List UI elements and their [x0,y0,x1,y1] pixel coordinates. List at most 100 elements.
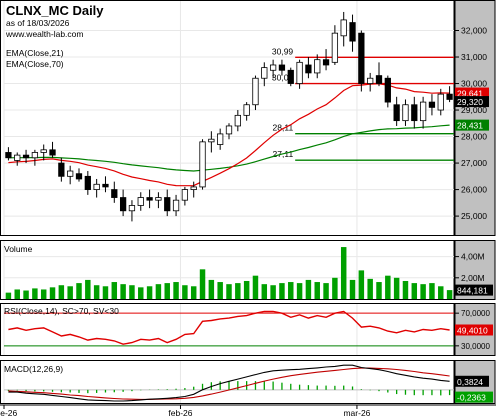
candle-body [128,205,136,212]
volume-bar [323,283,329,299]
candle-body [93,183,100,190]
ema21-legend-label: EMA(Close,21) [6,48,64,58]
candle-body [411,104,418,122]
candle-body [261,67,268,79]
volume-bar [138,287,144,299]
rsi-tick-label: 30,0000 [461,342,490,351]
price-tick-label: 26,000 [461,185,487,195]
candle-body [234,114,241,127]
volume-bar [367,278,373,299]
volume-tick-label: 4,00M [461,252,485,262]
volume-bar [5,292,12,299]
price-pane [0,0,455,236]
candle-body [375,75,383,84]
candle-body [428,101,436,108]
candle-body [31,152,39,159]
candle-body [437,93,444,111]
rsi-last-tag [455,324,493,336]
volume-title: Volume [4,244,33,254]
candle-body [367,77,374,84]
candle-body [199,141,206,188]
volume-bar [226,284,232,299]
volume-bar [296,283,303,299]
as-of-date: as of 18/03/2026 [6,18,70,28]
level-label: 30,00 [272,73,294,83]
volume-bar [411,283,418,299]
candle-body [190,186,197,190]
candle-body [164,197,171,212]
candle-body [49,149,56,156]
candle-body [217,133,224,145]
candle-body [75,173,83,180]
chart-title: CLNX_MC Daily [6,3,104,18]
volume-bar [129,285,135,299]
candle-body [5,152,12,159]
volume-bar [402,280,409,299]
volume-bar [235,283,241,299]
volume-bar [385,275,391,299]
volume-bar [67,286,73,299]
candle-body [269,64,277,71]
volume-bar [32,288,38,299]
candle-body [331,32,339,63]
volume-bar [420,284,426,299]
volume-bar [376,282,382,299]
candle-body [340,19,347,37]
candle-body [67,170,74,177]
last-value-label: 29,641 [457,89,483,99]
candle-body [225,125,233,135]
candle-body [252,77,259,106]
volume-bar [76,283,82,299]
candle-body [296,61,303,84]
volume-bar [155,284,162,299]
volume-bar [438,286,444,299]
rsi-title: RSI(Close,14), SC>70, SV<30 [4,306,119,316]
volume-bar [164,283,170,299]
volume-tick-label: 2,00M [461,273,485,283]
candle-body [446,93,453,100]
volume-bar [182,285,188,299]
macd-title: MACD(12,26,9) [4,364,63,374]
volume-bar [288,282,294,299]
price-tick-label: 27,000 [461,158,487,168]
candle-body [305,64,312,74]
date-tick-label: ene-26 [0,408,18,418]
candle-body [208,138,215,143]
rsi-tick-label: 70,0000 [461,309,490,318]
last-value-label: 28,431 [457,121,483,131]
volume-bar [305,279,312,299]
rsi-line [8,310,450,345]
candle-body [314,59,321,74]
volume-bar [208,279,215,299]
volume-last-label: 844,181 [457,286,488,296]
site-label: www.wealth-lab.com [5,29,83,39]
candle-body [278,64,286,71]
volume-bar [252,275,259,299]
candle-body [322,59,330,66]
candle-body [14,154,21,161]
volume-bar [340,247,347,299]
price-tick-label: 28,000 [461,132,487,142]
rsi-pane [0,303,455,356]
candle-body [22,154,30,159]
volume-last-tag [455,284,493,296]
candle-body [349,22,356,42]
candle-body [287,69,294,84]
level-label: 28,11 [273,123,294,133]
volume-bar [217,282,223,299]
candle-body [119,197,127,212]
volume-bar [85,279,91,299]
volume-bar [261,284,268,299]
last-value-tag [455,119,489,131]
macd-signal-line [8,367,450,400]
volume-bar [279,283,285,299]
candle-body [384,77,391,103]
candle-body [393,104,400,122]
volume-bar [358,270,365,299]
candle-body [243,104,250,116]
macd-hist-last-label: -0,2363 [457,393,486,403]
volume-bar [146,286,153,299]
date-tick-label: feb-26 [168,408,192,418]
price-tick-label: 29,000 [461,105,487,115]
